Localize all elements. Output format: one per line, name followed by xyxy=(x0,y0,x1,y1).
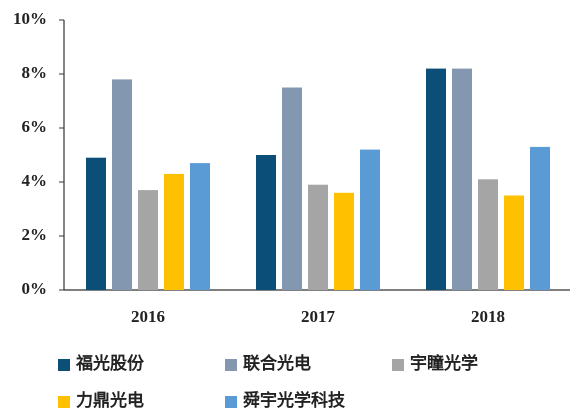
bar xyxy=(190,163,210,290)
legend-swatch xyxy=(58,396,70,408)
bar xyxy=(478,179,498,290)
bar xyxy=(256,155,276,290)
y-tick-label: 10% xyxy=(13,9,47,28)
bar xyxy=(138,190,158,290)
bar xyxy=(530,146,550,290)
bar xyxy=(282,87,302,290)
y-tick-label: 8% xyxy=(22,63,48,82)
bar xyxy=(504,195,524,290)
bar xyxy=(334,192,354,290)
x-tick-label: 2016 xyxy=(131,307,165,326)
bar xyxy=(308,184,328,290)
legend-label: 联合光电 xyxy=(243,353,311,373)
y-tick-label: 0% xyxy=(22,279,48,298)
bar xyxy=(112,79,132,291)
legend-label: 舜宇光学科技 xyxy=(243,390,346,410)
x-tick-label: 2018 xyxy=(471,307,505,326)
y-tick-label: 2% xyxy=(22,225,48,244)
legend-swatch xyxy=(225,396,237,408)
bar xyxy=(360,149,380,290)
bar xyxy=(426,68,446,290)
legend-label: 福光股份 xyxy=(75,353,145,373)
y-tick-label: 4% xyxy=(22,171,48,190)
bar xyxy=(452,68,472,290)
legend-swatch xyxy=(58,359,70,371)
y-tick-label: 6% xyxy=(22,117,48,136)
legend-label: 宇瞳光学 xyxy=(410,353,478,373)
legend-swatch xyxy=(225,359,237,371)
bar xyxy=(164,173,184,290)
legend-label: 力鼎光电 xyxy=(76,390,144,410)
bar xyxy=(86,157,106,290)
x-tick-label: 2017 xyxy=(301,307,336,326)
legend-swatch xyxy=(392,359,404,371)
